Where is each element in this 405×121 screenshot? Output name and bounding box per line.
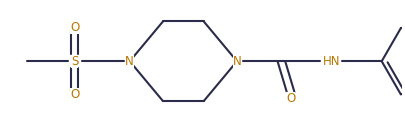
Text: S: S — [71, 55, 78, 68]
Text: HN: HN — [322, 55, 340, 68]
Text: N: N — [232, 55, 241, 68]
Text: O: O — [286, 91, 295, 105]
Text: N: N — [126, 55, 134, 68]
Text: O: O — [70, 88, 79, 102]
Text: O: O — [70, 21, 79, 34]
